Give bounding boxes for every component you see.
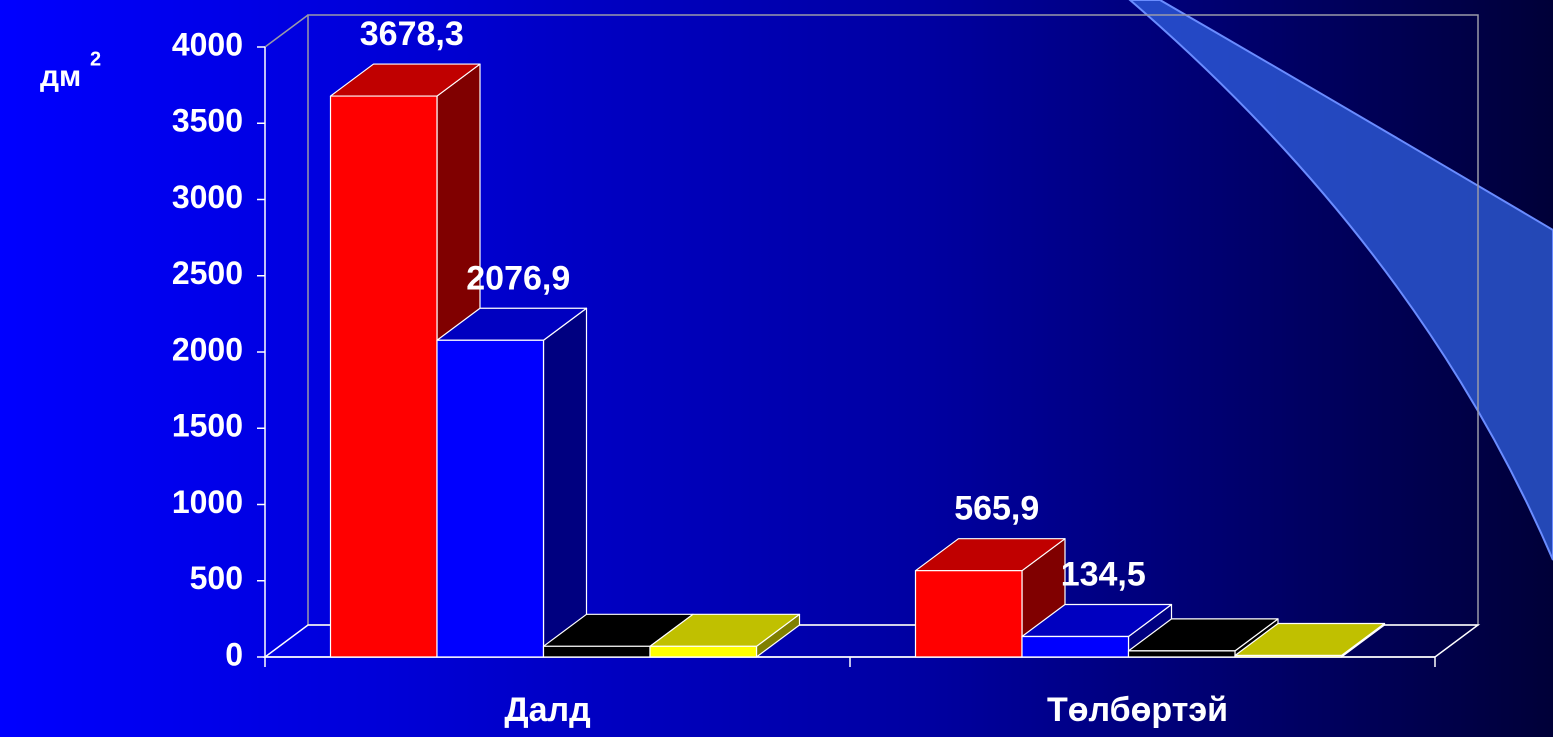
x-tick-label: Төлбөртэй (1047, 691, 1228, 729)
y-tick-label: 1500 (172, 408, 243, 444)
y-tick-label: 2500 (172, 255, 243, 291)
bar (329, 95, 438, 658)
y-tick-label: 0 (225, 636, 243, 672)
bar (649, 645, 758, 658)
bar (914, 570, 1023, 658)
value-label: 134,5 (1061, 555, 1146, 593)
y-tick-label: 2000 (172, 331, 243, 367)
bar (1021, 635, 1130, 658)
y-tick-label: 4000 (172, 26, 243, 62)
bar (542, 645, 651, 658)
bar-side (542, 307, 588, 658)
plot: 0 500 1000 1500 2000 2500 3000 3500 4000 Далд 3678… (172, 14, 1481, 729)
swoosh (1128, 0, 1553, 561)
y-tick-label: 1000 (172, 484, 243, 520)
bar (1234, 654, 1343, 658)
left-wall-edge (264, 14, 309, 48)
value-label: 565,9 (954, 490, 1039, 528)
y-tick-label: 3500 (172, 103, 243, 139)
value-label: 2076,9 (466, 259, 570, 297)
y-tick-label: 500 (190, 560, 243, 596)
value-label: 3678,3 (360, 15, 464, 53)
y-tick-label: 3000 (172, 179, 243, 215)
bar (436, 339, 545, 658)
y-axis-label-power: 2 (90, 48, 101, 70)
y-axis-label: дм (40, 60, 81, 93)
bar (1127, 650, 1236, 658)
x-tick-label: Далд (504, 691, 590, 729)
